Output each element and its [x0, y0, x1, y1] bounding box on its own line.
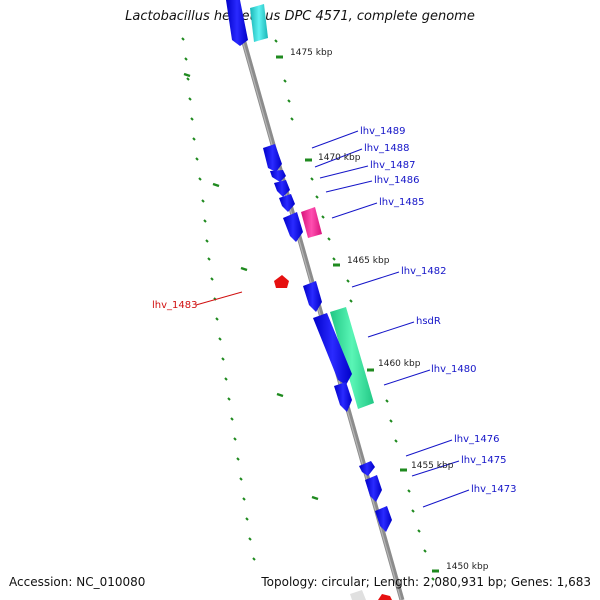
- left-tick-track: [181, 37, 319, 561]
- gene-label-lhv_1483[interactable]: lhv_1483: [152, 300, 197, 311]
- tick: [207, 257, 211, 261]
- gene-label-lhv_1482[interactable]: lhv_1482: [401, 266, 446, 277]
- hsdR-feature[interactable]: [330, 307, 374, 409]
- tick: [290, 117, 294, 121]
- tick: [190, 117, 194, 121]
- tick: [181, 37, 185, 41]
- tick: [198, 177, 202, 181]
- tick: [236, 457, 240, 461]
- tick: [203, 219, 207, 223]
- tick: [195, 157, 199, 161]
- cyan-feature[interactable]: [250, 4, 268, 42]
- right-tick-track: [274, 39, 439, 581]
- tick: [186, 77, 190, 81]
- tick: [224, 377, 228, 381]
- gene-arrow-lhv_1480[interactable]: [334, 382, 352, 412]
- tick: [310, 177, 314, 181]
- scale-label: 1455 kbp: [411, 461, 454, 471]
- tick: [389, 419, 393, 423]
- tick: [205, 239, 209, 243]
- tick: [221, 357, 225, 361]
- gene-label-lhv_1485[interactable]: lhv_1485: [379, 197, 424, 208]
- tick: [245, 517, 249, 521]
- gene-label-lhv_1486[interactable]: lhv_1486: [374, 175, 419, 186]
- label-leaders: [195, 130, 470, 508]
- tick: [218, 337, 222, 341]
- gene-label-lhv_1480[interactable]: lhv_1480: [431, 364, 476, 375]
- tick: [394, 439, 398, 443]
- tick: [201, 199, 205, 203]
- tick: [227, 397, 231, 401]
- genome-summary-text: Topology: circular; Length: 2,080,931 bp…: [261, 575, 591, 589]
- tick: [315, 195, 319, 199]
- grey-feature-partial: [350, 590, 366, 600]
- tick: [215, 317, 219, 321]
- tick: [321, 215, 325, 219]
- gene-labels: lhv_1489 lhv_1488 lhv_1487 lhv_1486 lhv_…: [152, 126, 516, 495]
- tick: [192, 137, 196, 141]
- major-tick: [240, 266, 248, 272]
- scale-labels: 1475 kbp 1470 kbp 1465 kbp 1460 kbp 1455…: [290, 48, 489, 572]
- tick: [407, 489, 411, 493]
- tick: [274, 39, 278, 43]
- gene-label-lhv_1475[interactable]: lhv_1475: [461, 455, 506, 466]
- tick: [242, 497, 246, 501]
- tick: [411, 509, 415, 513]
- gene-arrow-lhv_1485[interactable]: [283, 212, 303, 242]
- tick: [431, 577, 435, 581]
- gene-label-hsdR[interactable]: hsdR: [416, 316, 441, 327]
- scale-label: 1475 kbp: [290, 48, 333, 58]
- tick: [349, 299, 353, 303]
- gene-arrow-lhv_1489[interactable]: [263, 144, 282, 172]
- scale-label: 1465 kbp: [347, 256, 390, 266]
- tick: [423, 549, 427, 553]
- tick: [385, 399, 389, 403]
- tick: [287, 99, 291, 103]
- major-tick: [212, 182, 220, 188]
- major-tick: [183, 72, 191, 78]
- tick: [346, 279, 350, 283]
- accession-text: Accession: NC_010080: [9, 575, 146, 589]
- tick: [184, 57, 188, 61]
- gene-arrow-lhv_1486[interactable]: [279, 194, 295, 212]
- gene-label-lhv_1473[interactable]: lhv_1473: [471, 484, 516, 495]
- gene-label-lhv_1488[interactable]: lhv_1488: [364, 143, 409, 154]
- tick: [252, 557, 256, 561]
- tick: [230, 417, 234, 421]
- tick: [327, 237, 331, 241]
- tick: [188, 97, 192, 101]
- tick: [283, 79, 287, 83]
- tick: [332, 257, 336, 261]
- pink-feature[interactable]: [301, 207, 322, 238]
- gene-arrow-lhv_1483[interactable]: [274, 275, 289, 288]
- tick: [239, 477, 243, 481]
- gene-arrow-lhv_1475[interactable]: [365, 475, 382, 502]
- gene-arrow-lhv_1476[interactable]: [359, 461, 375, 476]
- map-title: Lactobacillus helveticus DPC 4571, compl…: [125, 9, 475, 24]
- gene-label-lhv_1487[interactable]: lhv_1487: [370, 160, 415, 171]
- major-tick: [276, 392, 284, 398]
- gene-arrow-partial[interactable]: [378, 594, 392, 600]
- tick: [233, 437, 237, 441]
- gene-arrow[interactable]: [226, 0, 248, 46]
- gene-arrow-hsdR[interactable]: [313, 313, 352, 385]
- scale-label: 1460 kbp: [378, 359, 421, 369]
- tick: [248, 537, 252, 541]
- gene-label-lhv_1489[interactable]: lhv_1489: [360, 126, 405, 137]
- major-tick: [311, 495, 319, 501]
- gene-arrow-lhv_1473[interactable]: [375, 506, 392, 532]
- tick: [210, 277, 214, 281]
- gene-arrow-lhv_1482[interactable]: [303, 281, 322, 312]
- gene-arrow-lhv_1488[interactable]: [270, 170, 286, 182]
- scale-label: 1470 kbp: [318, 153, 361, 163]
- tick: [417, 529, 421, 533]
- gene-label-lhv_1476[interactable]: lhv_1476: [454, 434, 499, 445]
- scale-label: 1450 kbp: [446, 562, 489, 572]
- gene-arrow-lhv_1487[interactable]: [274, 180, 290, 197]
- forward-genes: [226, 0, 392, 532]
